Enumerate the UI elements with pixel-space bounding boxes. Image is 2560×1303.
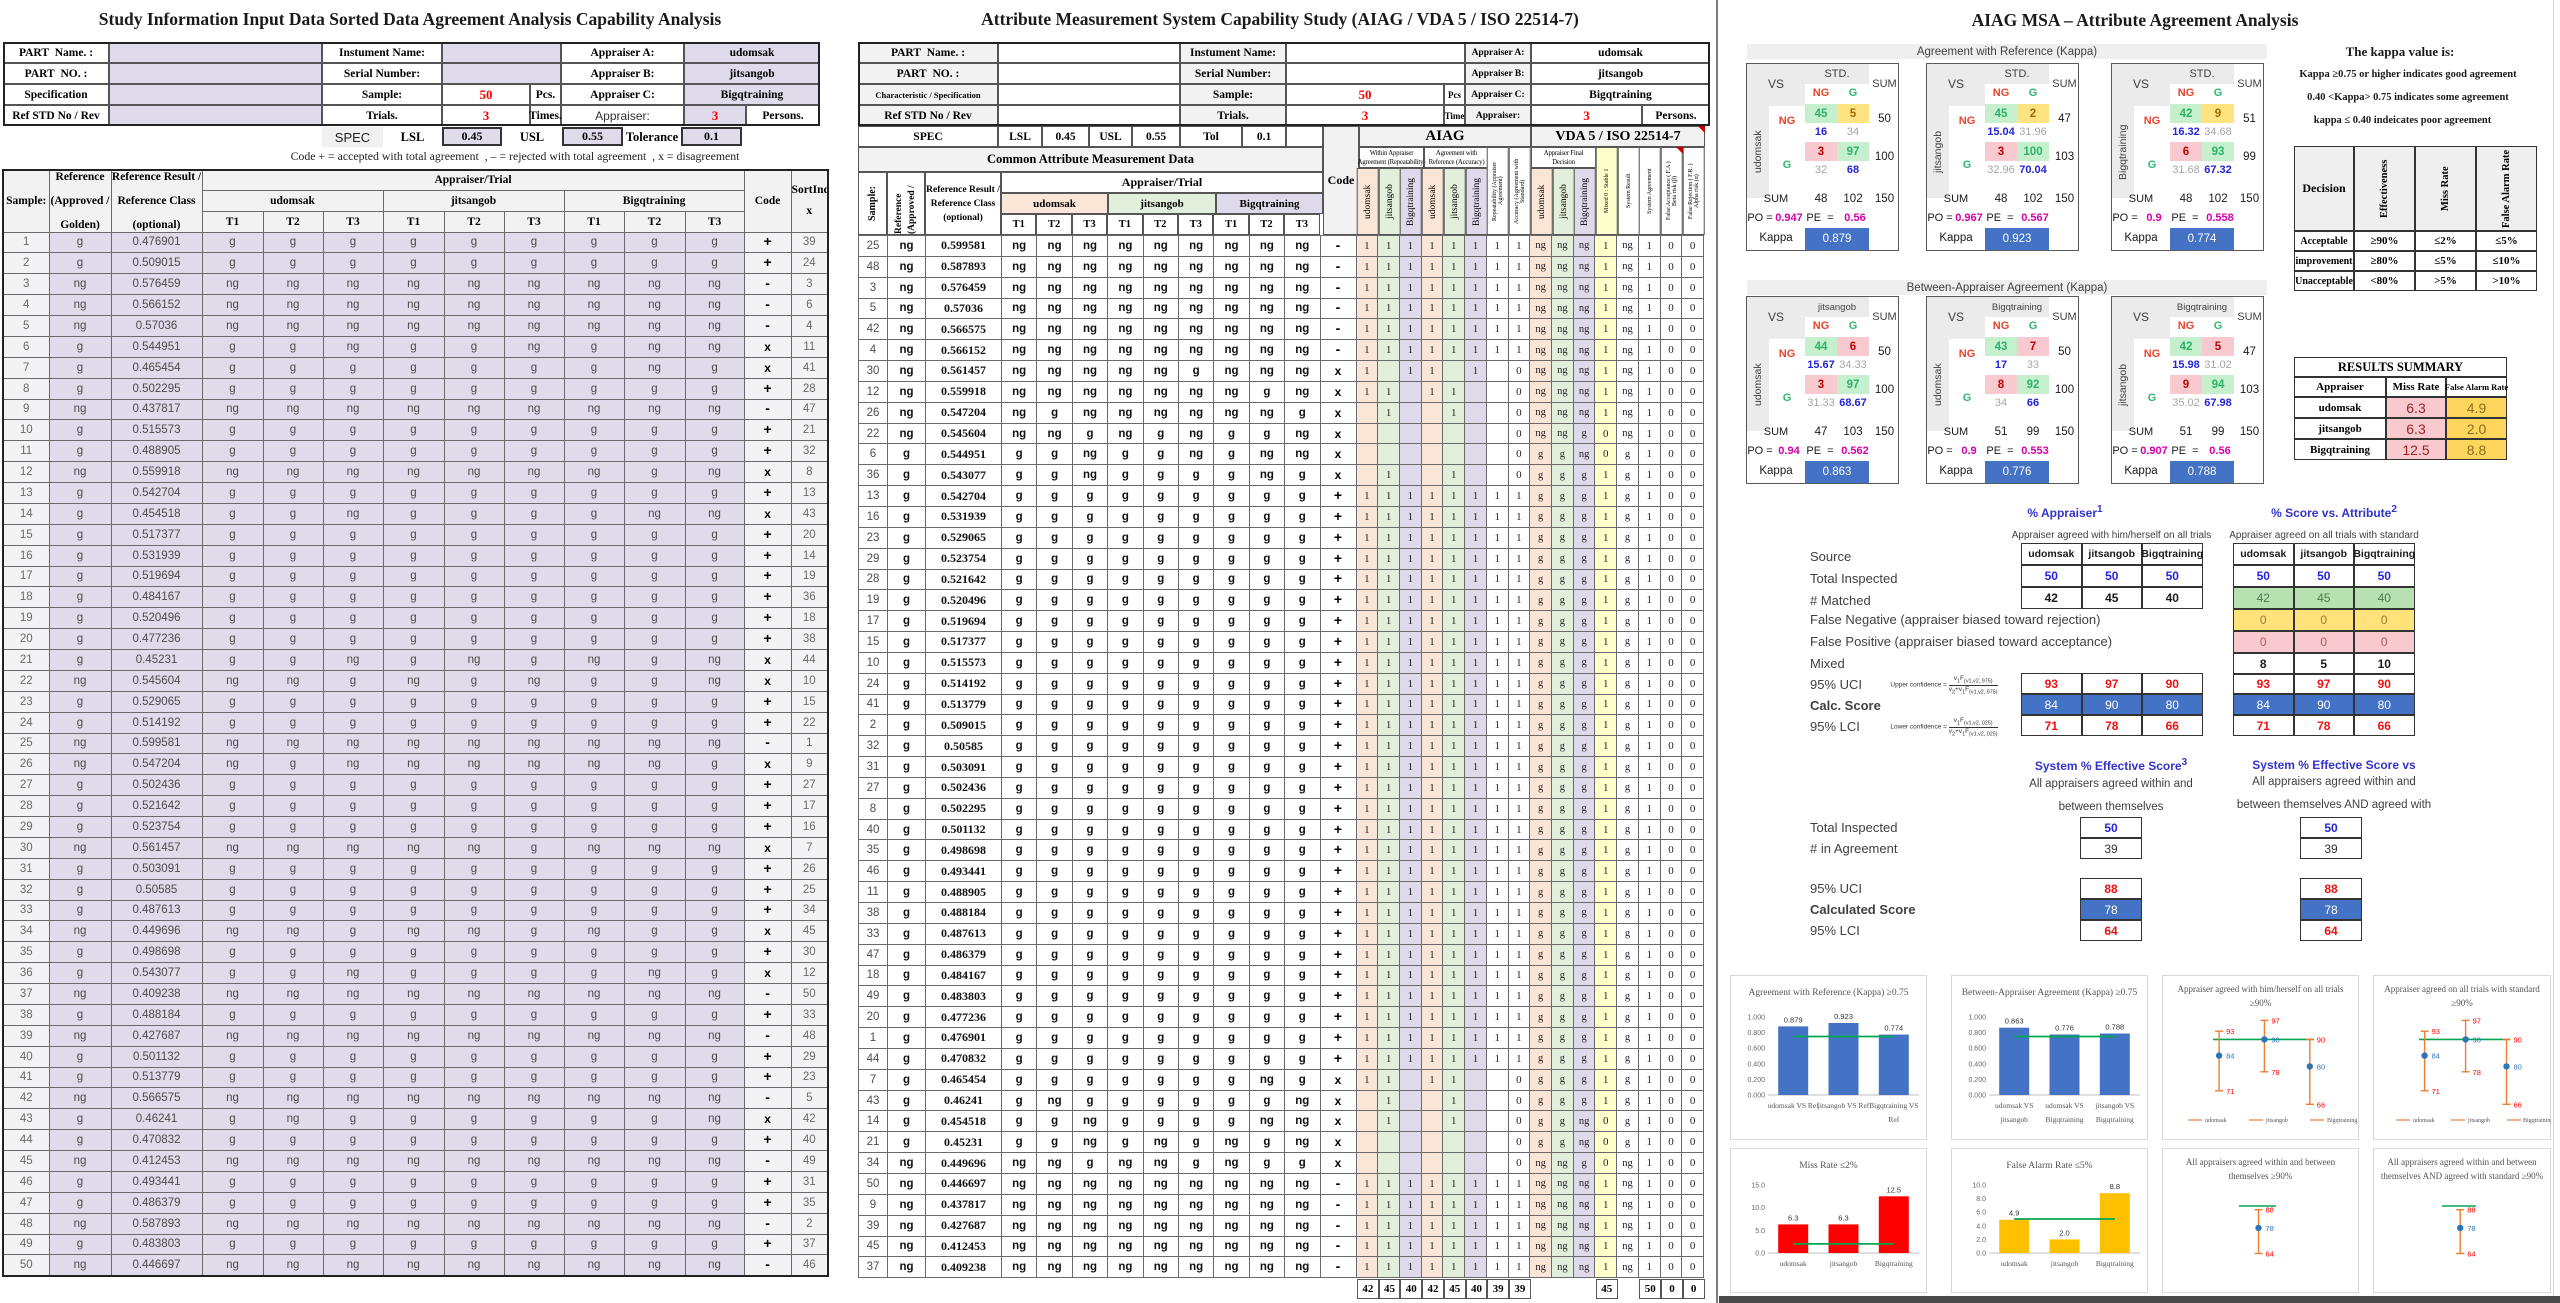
- svg-text:0.200: 0.200: [1747, 1077, 1765, 1084]
- svg-text:0.400: 0.400: [1968, 1061, 1986, 1068]
- svg-text:0.0: 0.0: [1755, 1251, 1765, 1258]
- svg-text:Bigqtraining: Bigqtraining: [2096, 1259, 2134, 1268]
- svg-text:10.0: 10.0: [1751, 1205, 1765, 1212]
- svg-text:0.600: 0.600: [1747, 1046, 1765, 1053]
- svg-text:Ref: Ref: [1888, 1115, 1899, 1124]
- svg-text:66: 66: [2317, 1100, 2325, 1109]
- svg-text:84: 84: [2226, 1052, 2234, 1061]
- svg-text:0.200: 0.200: [1968, 1077, 1986, 1084]
- svg-text:0.000: 0.000: [1747, 1093, 1765, 1100]
- svg-text:93: 93: [2432, 1027, 2440, 1036]
- svg-text:84: 84: [2432, 1052, 2440, 1061]
- svg-text:0.000: 0.000: [1968, 1093, 1986, 1100]
- svg-text:1.000: 1.000: [1968, 1015, 1986, 1022]
- svg-text:71: 71: [2226, 1087, 2234, 1096]
- svg-text:udomsak: udomsak: [2205, 1118, 2227, 1124]
- svg-text:False Alarm Rate ≤5%: False Alarm Rate ≤5%: [2006, 1161, 2092, 1171]
- svg-text:0.863: 0.863: [2005, 1017, 2024, 1026]
- svg-text:93: 93: [2226, 1027, 2234, 1036]
- svg-text:Bigqtraining: Bigqtraining: [2046, 1115, 2084, 1124]
- svg-text:jitsangob: jitsangob: [2050, 1259, 2079, 1268]
- svg-text:Bigqtraining: Bigqtraining: [1875, 1259, 1913, 1268]
- svg-text:66: 66: [2514, 1100, 2522, 1109]
- svg-text:Bigqtraining: Bigqtraining: [2523, 1118, 2551, 1124]
- svg-text:udomsak VS: udomsak VS: [1995, 1101, 2033, 1110]
- svg-text:Agreement with Reference (Kapp: Agreement with Reference (Kappa) ≥0.75: [1748, 987, 1908, 998]
- svg-text:0.879: 0.879: [1784, 1015, 1803, 1024]
- svg-text:8.8: 8.8: [2110, 1182, 2120, 1191]
- svg-text:0.774: 0.774: [1884, 1024, 1903, 1033]
- svg-text:themselves AND agreed with sta: themselves AND agreed with standard ≥90%: [2381, 1171, 2544, 1181]
- svg-text:themselves ≥90%: themselves ≥90%: [2229, 1171, 2293, 1181]
- svg-text:6.3: 6.3: [1788, 1213, 1798, 1222]
- svg-text:Bigqtraining VS: Bigqtraining VS: [1869, 1101, 1918, 1110]
- svg-text:15.0: 15.0: [1751, 1183, 1765, 1190]
- svg-text:6.0: 6.0: [1976, 1210, 1986, 1217]
- svg-text:90: 90: [2317, 1035, 2325, 1044]
- svg-text:0.800: 0.800: [1968, 1030, 1986, 1037]
- svg-text:6.3: 6.3: [1838, 1213, 1848, 1222]
- svg-text:Between-Appraiser Agreement (K: Between-Appraiser Agreement (Kappa) ≥0.7…: [1962, 987, 2138, 998]
- svg-text:64: 64: [2266, 1250, 2274, 1259]
- svg-text:0.923: 0.923: [1834, 1012, 1853, 1021]
- svg-text:All appraisers agreed within a: All appraisers agreed within and between: [2186, 1157, 2336, 1167]
- svg-text:All appraisers agreed within a: All appraisers agreed within and between: [2387, 1157, 2537, 1167]
- svg-text:0.776: 0.776: [2055, 1024, 2074, 1033]
- svg-text:12.5: 12.5: [1886, 1185, 1901, 1194]
- svg-text:udomsak VS: udomsak VS: [2045, 1101, 2083, 1110]
- svg-text:Bigqtraining: Bigqtraining: [2096, 1115, 2134, 1124]
- svg-text:5.0: 5.0: [1755, 1228, 1765, 1235]
- svg-text:Appraiser agreed with him/hers: Appraiser agreed with him/herself on all…: [2178, 984, 2344, 994]
- svg-text:71: 71: [2432, 1087, 2440, 1096]
- svg-text:1.000: 1.000: [1747, 1015, 1765, 1022]
- svg-text:jitsangob: jitsangob: [2467, 1118, 2490, 1124]
- svg-text:udomsak: udomsak: [2001, 1259, 2028, 1268]
- svg-text:10.0: 10.0: [1972, 1183, 1986, 1190]
- svg-text:97: 97: [2473, 1016, 2481, 1025]
- svg-text:jitsangob VS: jitsangob VS: [2094, 1101, 2134, 1110]
- svg-text:88: 88: [2266, 1206, 2274, 1215]
- svg-text:78: 78: [2266, 1224, 2274, 1233]
- svg-text:udomsak: udomsak: [1780, 1259, 1807, 1268]
- svg-text:8.0: 8.0: [1976, 1196, 1986, 1203]
- svg-text:Miss Rate ≤2%: Miss Rate ≤2%: [1799, 1161, 1858, 1171]
- svg-text:90: 90: [2271, 1035, 2279, 1044]
- svg-text:64: 64: [2467, 1250, 2475, 1259]
- svg-text:0.0: 0.0: [1976, 1251, 1986, 1258]
- svg-text:0.788: 0.788: [2105, 1023, 2124, 1032]
- svg-text:78: 78: [2467, 1224, 2475, 1233]
- svg-text:≥90%: ≥90%: [2451, 998, 2473, 1008]
- svg-text:88: 88: [2467, 1206, 2475, 1215]
- svg-text:jitsangob: jitsangob: [1829, 1259, 1858, 1268]
- svg-text:jitsangob: jitsangob: [2265, 1118, 2288, 1124]
- svg-text:udomsak VS Ref: udomsak VS Ref: [1768, 1101, 1820, 1110]
- svg-text:0.600: 0.600: [1968, 1046, 1986, 1053]
- svg-text:90: 90: [2473, 1035, 2481, 1044]
- svg-text:jitsangob VS Ref: jitsangob VS Ref: [1817, 1101, 1870, 1110]
- svg-text:Appraiser agreed on all trials: Appraiser agreed on all trials with stan…: [2384, 984, 2540, 994]
- svg-text:80: 80: [2514, 1062, 2522, 1071]
- svg-text:78: 78: [2473, 1068, 2481, 1077]
- svg-text:90: 90: [2514, 1035, 2522, 1044]
- svg-text:jitsangob: jitsangob: [1999, 1115, 2028, 1124]
- svg-text:2.0: 2.0: [2059, 1228, 2069, 1237]
- svg-text:78: 78: [2271, 1068, 2279, 1077]
- svg-text:Bigqtraining: Bigqtraining: [2327, 1118, 2357, 1124]
- svg-text:0.400: 0.400: [1747, 1061, 1765, 1068]
- svg-text:0.800: 0.800: [1747, 1030, 1765, 1037]
- svg-text:80: 80: [2317, 1062, 2325, 1071]
- svg-text:udomsak: udomsak: [2413, 1118, 2435, 1124]
- svg-text:≥90%: ≥90%: [2250, 998, 2272, 1008]
- svg-text:4.0: 4.0: [1976, 1223, 1986, 1230]
- svg-text:2.0: 2.0: [1976, 1237, 1986, 1244]
- svg-text:97: 97: [2271, 1016, 2279, 1025]
- svg-text:4.9: 4.9: [2009, 1209, 2019, 1218]
